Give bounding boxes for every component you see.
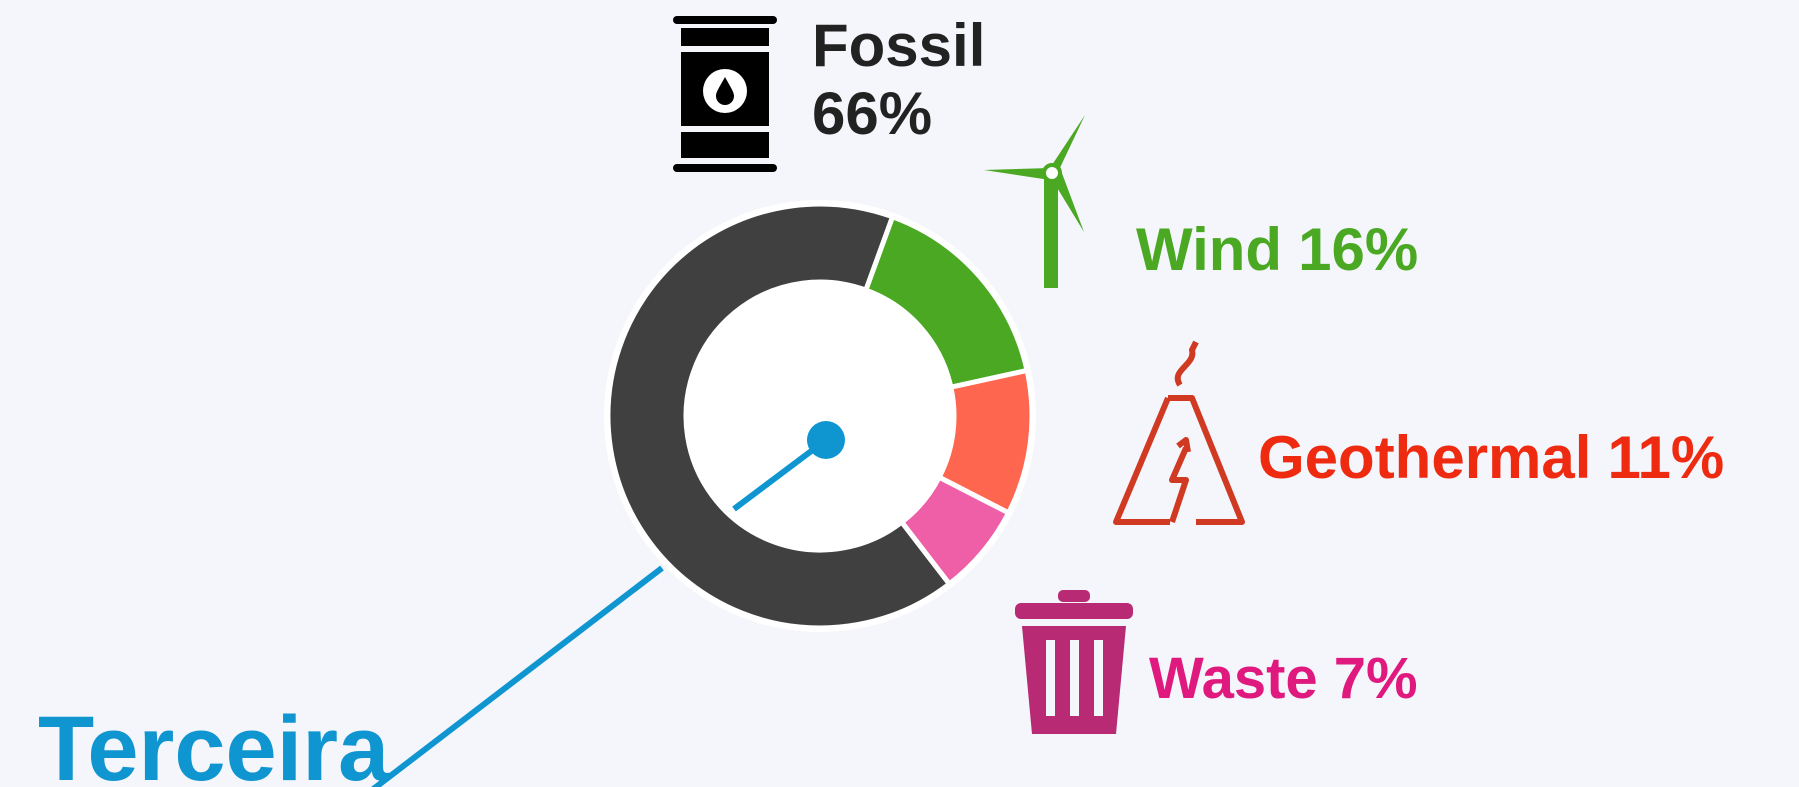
donut-segment [605,201,953,631]
label-value: 11% [1607,424,1724,491]
label-name: Waste [1149,646,1318,711]
turbine-icon [984,115,1085,288]
label: Geothermal 11% [1258,424,1724,491]
pointer-short [732,437,828,512]
barrel-icon [673,16,777,172]
donut-inner-rim [687,283,953,549]
label-value: 16% [1298,216,1418,283]
pointer-long [370,565,664,787]
donut [604,200,1036,632]
chart-title: Terceira [38,698,390,787]
label-name: Wind [1136,216,1282,283]
pointer-dot [807,421,845,459]
label-value: 66% [812,80,932,147]
label-name: Fossil [812,12,985,79]
label-value: 7% [1334,646,1418,711]
volcano-icon [1113,340,1245,525]
label-name: Geothermal [1258,424,1591,491]
trash-icon [1015,590,1133,734]
label: Waste 7% [1149,646,1418,711]
label: Wind 16% [1136,216,1418,283]
